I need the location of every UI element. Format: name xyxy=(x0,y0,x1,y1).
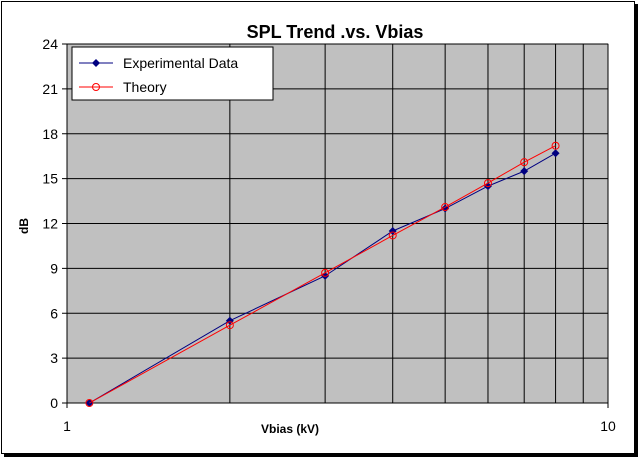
y-tick-label: 18 xyxy=(42,126,58,142)
legend-marker-experimental xyxy=(92,59,100,67)
data-point-theory xyxy=(388,231,397,240)
data-point-theory xyxy=(551,141,560,150)
data-point-theory xyxy=(225,321,234,330)
axis-ticks: 0 3 6 9 12 15 18 21 24 1 10 xyxy=(42,36,616,434)
legend: Experimental Data Theory xyxy=(71,46,274,101)
y-tick-label: 15 xyxy=(42,171,58,187)
data-point-theory xyxy=(441,203,450,212)
x-tick-label: 1 xyxy=(63,418,71,434)
y-tick-label: 6 xyxy=(50,305,58,321)
series-line-theory xyxy=(89,145,556,404)
y-tick-label: 9 xyxy=(50,260,58,276)
grid xyxy=(66,43,609,404)
series-line-experimental xyxy=(89,152,556,404)
x-tick-label: 10 xyxy=(600,418,616,434)
data-point-experimental xyxy=(520,167,529,176)
data-point-experimental xyxy=(551,149,560,158)
y-tick-label: 21 xyxy=(42,81,58,97)
y-tick-label: 3 xyxy=(50,350,58,366)
series-group xyxy=(85,141,560,407)
legend-label-experimental: Experimental Data xyxy=(123,55,238,71)
data-point-theory xyxy=(483,179,492,188)
y-tick-label: 0 xyxy=(50,395,58,411)
y-axis-title: dB xyxy=(17,218,31,234)
data-point-theory xyxy=(520,158,529,167)
data-point-theory xyxy=(85,399,94,407)
y-tick-label: 12 xyxy=(42,216,58,232)
y-tick-label: 24 xyxy=(42,36,58,52)
data-point-theory xyxy=(321,268,330,277)
x-axis-title: Vbias (kV) xyxy=(261,422,319,436)
chart-title: SPL Trend .vs. Vbias xyxy=(247,22,424,42)
data-point-experimental xyxy=(441,204,450,213)
legend-box xyxy=(71,46,274,101)
legend-marker-theory xyxy=(92,83,100,91)
legend-label-theory: Theory xyxy=(123,79,167,95)
